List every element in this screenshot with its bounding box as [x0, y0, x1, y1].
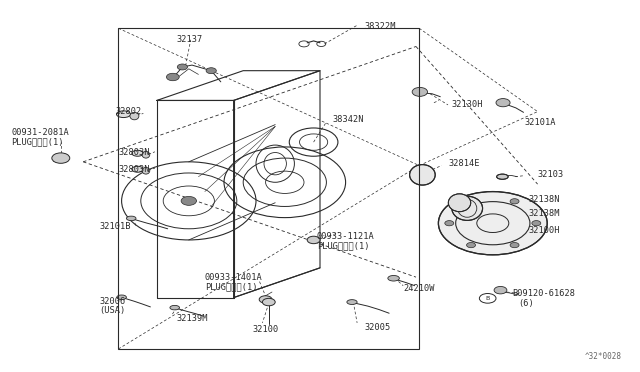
- Text: 32139M: 32139M: [176, 314, 207, 323]
- Ellipse shape: [142, 151, 150, 158]
- Ellipse shape: [347, 299, 357, 304]
- Text: 00933-1401A: 00933-1401A: [205, 273, 262, 282]
- Text: 32814E: 32814E: [448, 159, 479, 168]
- Ellipse shape: [497, 174, 508, 179]
- Text: 32803N: 32803N: [118, 148, 150, 157]
- Text: B09120-61628: B09120-61628: [512, 289, 575, 298]
- Circle shape: [510, 243, 519, 248]
- Text: 32130H: 32130H: [451, 100, 483, 109]
- Ellipse shape: [262, 298, 275, 306]
- Ellipse shape: [259, 296, 272, 303]
- Ellipse shape: [127, 216, 136, 221]
- Ellipse shape: [132, 150, 143, 156]
- Circle shape: [438, 192, 547, 255]
- Text: 32101A: 32101A: [525, 118, 556, 127]
- Text: 24210W: 24210W: [403, 284, 435, 293]
- Circle shape: [467, 243, 476, 248]
- Circle shape: [532, 221, 541, 226]
- Circle shape: [181, 196, 196, 205]
- Text: B: B: [486, 296, 490, 301]
- Text: PLUGプラグ(1): PLUGプラグ(1): [205, 282, 257, 291]
- Circle shape: [496, 99, 510, 107]
- Circle shape: [467, 199, 476, 204]
- Circle shape: [177, 64, 188, 70]
- Circle shape: [510, 199, 519, 204]
- Text: 32101B: 32101B: [99, 222, 131, 231]
- Bar: [118, 28, 419, 349]
- Text: 38342N: 38342N: [333, 115, 364, 124]
- Circle shape: [445, 221, 454, 226]
- Circle shape: [494, 286, 507, 294]
- Ellipse shape: [52, 153, 70, 163]
- Text: 32005: 32005: [365, 323, 391, 332]
- Text: 32803N: 32803N: [118, 165, 150, 174]
- Ellipse shape: [142, 167, 150, 174]
- Text: 32802: 32802: [115, 107, 141, 116]
- Text: (6): (6): [518, 299, 534, 308]
- Text: 00931-2081A: 00931-2081A: [12, 128, 69, 137]
- Text: 32103: 32103: [538, 170, 564, 179]
- Ellipse shape: [452, 196, 483, 220]
- Ellipse shape: [130, 112, 139, 120]
- Ellipse shape: [410, 164, 435, 185]
- Text: PLUGプラグ(1): PLUGプラグ(1): [12, 137, 64, 146]
- Text: 00933-1121A: 00933-1121A: [317, 232, 374, 241]
- Text: 32100: 32100: [253, 325, 279, 334]
- Text: (USA): (USA): [99, 306, 125, 315]
- Ellipse shape: [170, 305, 180, 310]
- Text: 32137: 32137: [176, 35, 202, 44]
- Text: ^32*0028: ^32*0028: [585, 352, 622, 361]
- Text: 32006: 32006: [99, 297, 125, 306]
- Text: PLUGプラグ(1): PLUGプラグ(1): [317, 241, 369, 250]
- Ellipse shape: [116, 295, 127, 299]
- Text: 32100H: 32100H: [528, 226, 559, 235]
- Circle shape: [166, 73, 179, 81]
- Ellipse shape: [132, 166, 143, 172]
- Ellipse shape: [116, 111, 131, 118]
- Ellipse shape: [388, 275, 399, 281]
- Text: 32138N: 32138N: [528, 195, 559, 203]
- Circle shape: [412, 87, 428, 96]
- Text: 38322M: 38322M: [365, 22, 396, 31]
- Circle shape: [206, 68, 216, 74]
- Ellipse shape: [307, 236, 320, 244]
- Ellipse shape: [448, 194, 471, 212]
- Text: 32138M: 32138M: [528, 209, 559, 218]
